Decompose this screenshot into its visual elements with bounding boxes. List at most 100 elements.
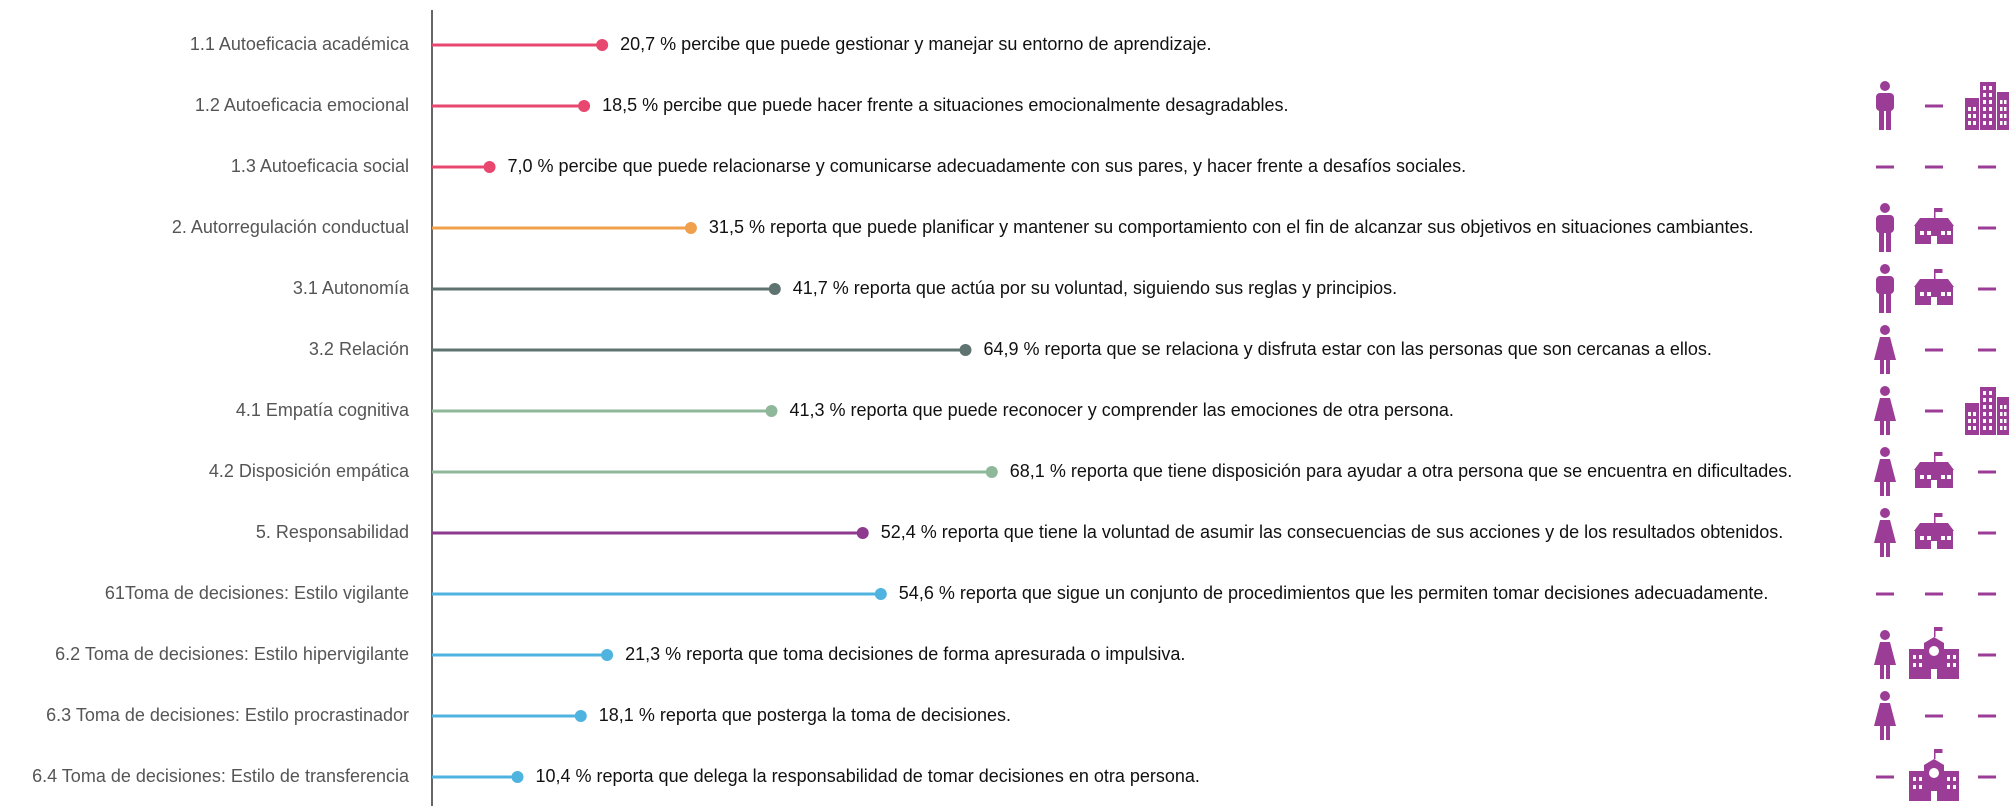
icon-part bbox=[2000, 405, 2003, 409]
icon-part bbox=[1983, 100, 1986, 104]
icon-part bbox=[1880, 386, 1890, 396]
lollipop-dot bbox=[578, 100, 591, 112]
icon-part bbox=[1935, 513, 1943, 517]
icon-dash bbox=[1978, 226, 1996, 230]
icon-part bbox=[1983, 419, 1986, 423]
icon-dash bbox=[1876, 592, 1894, 596]
lollipop-dot bbox=[511, 771, 524, 783]
icon-part bbox=[1973, 412, 1976, 416]
icon-dash bbox=[1876, 775, 1894, 779]
category-label: 3.2 Relación bbox=[309, 339, 409, 359]
icon-female bbox=[1874, 447, 1896, 496]
icon-part bbox=[1914, 279, 1954, 287]
value-label: 21,3 % reporta que toma decisiones de fo… bbox=[625, 644, 1185, 664]
icon-part bbox=[1968, 121, 1971, 125]
category-label: 3.1 Autonomía bbox=[293, 278, 410, 298]
value-label: 52,4 % reporta que tiene la voluntad de … bbox=[881, 522, 1784, 542]
icon-dash bbox=[1925, 409, 1943, 413]
icon-part bbox=[1919, 785, 1922, 789]
icon-part bbox=[1924, 759, 1944, 801]
icon-part bbox=[1978, 775, 1996, 779]
icon-part bbox=[1997, 92, 2009, 130]
icon-part bbox=[1941, 536, 1945, 540]
icon-part bbox=[1983, 412, 1986, 416]
icon-part bbox=[1874, 703, 1896, 726]
category-label: 6.2 Toma de decisiones: Estilo hipervigi… bbox=[55, 644, 409, 664]
icon-part bbox=[1934, 513, 1936, 523]
icon-bigschool bbox=[1909, 749, 1959, 801]
icon-dash bbox=[1925, 348, 1943, 352]
icon-part bbox=[1934, 627, 1936, 637]
icon-part bbox=[1927, 536, 1931, 540]
icon-part bbox=[1997, 397, 2009, 435]
icon-part bbox=[2000, 100, 2003, 104]
icon-school bbox=[1914, 513, 1954, 549]
icon-part bbox=[1989, 412, 1992, 416]
icon-part bbox=[1927, 475, 1931, 479]
icon-part bbox=[1874, 337, 1896, 360]
icon-part bbox=[1983, 107, 1986, 111]
icon-dash bbox=[1925, 165, 1943, 169]
icon-part bbox=[1973, 107, 1976, 111]
icon-part bbox=[1935, 749, 1943, 753]
icon-school bbox=[1914, 269, 1954, 305]
icon-part bbox=[1983, 391, 1986, 395]
category-label: 61Toma de decisiones: Estilo vigilante bbox=[105, 583, 409, 603]
icon-part bbox=[2004, 412, 2007, 416]
icon-part bbox=[1880, 542, 1884, 557]
icon-part bbox=[1965, 403, 1979, 435]
icon-part bbox=[1989, 100, 1992, 104]
lollipop-dot bbox=[874, 588, 887, 600]
icon-dash bbox=[1978, 470, 1996, 474]
icon-part bbox=[2004, 100, 2007, 104]
icon-part bbox=[1941, 231, 1945, 235]
icon-part bbox=[1919, 655, 1922, 659]
icon-bigschool bbox=[1909, 627, 1959, 679]
icon-male bbox=[1876, 203, 1894, 252]
icon-part bbox=[1941, 292, 1945, 296]
icon-part bbox=[1989, 426, 1992, 430]
icon-part bbox=[1931, 669, 1937, 679]
lollipop-dot bbox=[601, 649, 614, 661]
icon-part bbox=[2004, 426, 2007, 430]
icon-part bbox=[1947, 231, 1951, 235]
icon-part bbox=[1978, 653, 1996, 657]
icon-female bbox=[1874, 386, 1896, 435]
icon-part bbox=[1925, 592, 1943, 596]
category-label: 4.2 Disposición empática bbox=[209, 461, 410, 481]
icon-part bbox=[1915, 226, 1953, 244]
value-label: 18,5 % percibe que puede hacer frente a … bbox=[602, 95, 1288, 115]
icon-part bbox=[2000, 121, 2003, 125]
icon-part bbox=[1953, 663, 1956, 667]
icon-part bbox=[1920, 536, 1924, 540]
icon-part bbox=[1879, 110, 1884, 130]
icon-part bbox=[1924, 637, 1944, 679]
icon-part bbox=[1978, 287, 1996, 291]
icon-part bbox=[1968, 419, 1971, 423]
icon-part bbox=[1989, 398, 1992, 402]
icon-part bbox=[1909, 771, 1925, 801]
icon-part bbox=[1935, 627, 1943, 631]
icon-part bbox=[1886, 481, 1890, 496]
icon-part bbox=[1953, 655, 1956, 659]
icon-part bbox=[1925, 348, 1943, 352]
icon-part bbox=[1978, 714, 1996, 718]
icon-part bbox=[1925, 104, 1943, 108]
icon-part bbox=[1925, 714, 1943, 718]
icon-part bbox=[1983, 93, 1986, 97]
icon-part bbox=[1929, 646, 1939, 656]
icon-part bbox=[2004, 405, 2007, 409]
icon-part bbox=[1886, 110, 1891, 130]
icon-part bbox=[1978, 470, 1996, 474]
category-label: 6.3 Toma de decisiones: Estilo procrasti… bbox=[46, 705, 409, 725]
icon-part bbox=[1943, 771, 1959, 801]
icon-part bbox=[1978, 226, 1996, 230]
icon-part bbox=[1880, 481, 1884, 496]
icon-part bbox=[2000, 426, 2003, 430]
icon-part bbox=[1880, 664, 1884, 679]
icon-part bbox=[1925, 409, 1943, 413]
icon-part bbox=[1934, 452, 1936, 462]
icon-part bbox=[1983, 121, 1986, 125]
icon-part bbox=[1874, 642, 1896, 665]
icon-part bbox=[1947, 785, 1950, 789]
